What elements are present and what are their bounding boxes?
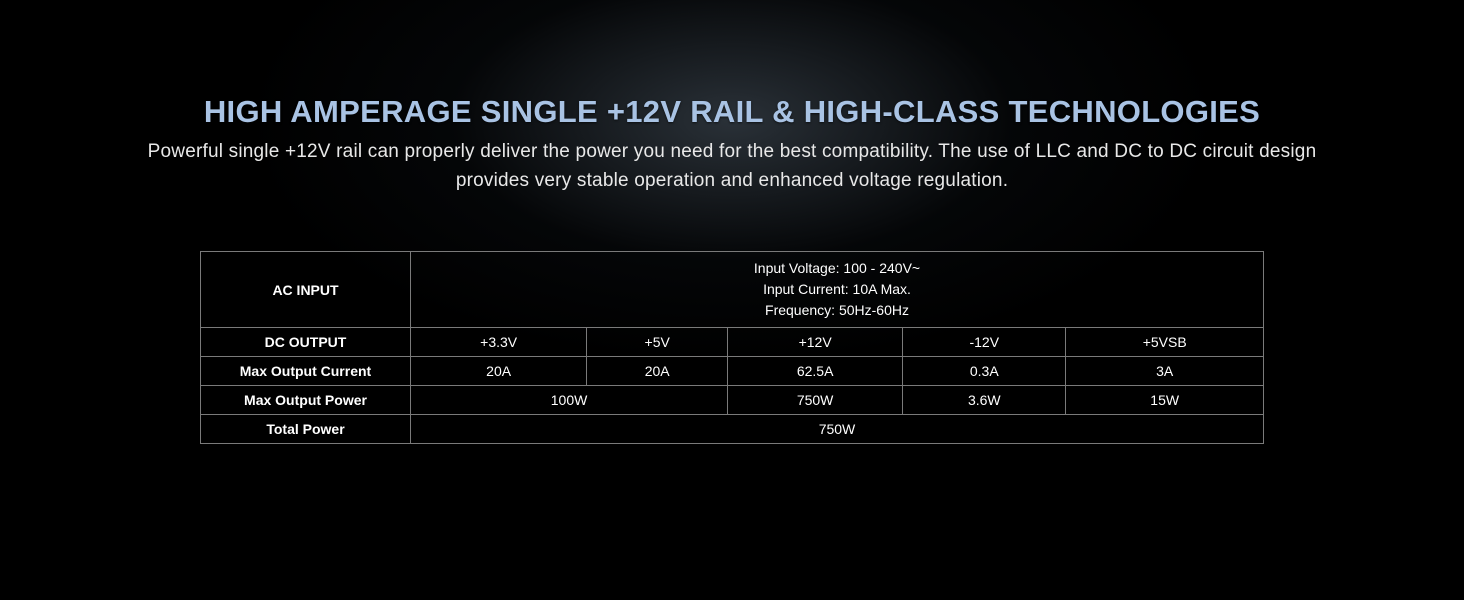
table-cell: 0.3A [903, 357, 1066, 386]
table-cell: 3A [1066, 357, 1264, 386]
table-row: Max Output Power 100W 750W 3.6W 15W [201, 386, 1264, 415]
row-label-total-power: Total Power [201, 415, 411, 444]
spec-table: AC INPUT Input Voltage: 100 - 240V~ Inpu… [200, 251, 1264, 444]
table-cell: -12V [903, 328, 1066, 357]
row-label-max-power: Max Output Power [201, 386, 411, 415]
table-cell: 100W [411, 386, 728, 415]
row-label-max-current: Max Output Current [201, 357, 411, 386]
table-cell: +12V [728, 328, 903, 357]
row-label-ac-input: AC INPUT [201, 252, 411, 328]
table-cell: 15W [1066, 386, 1264, 415]
table-cell: +5V [587, 328, 728, 357]
ac-input-line: Input Voltage: 100 - 240V~ [421, 258, 1253, 279]
ac-input-line: Input Current: 10A Max. [421, 279, 1253, 300]
page-heading: HIGH AMPERAGE SINGLE +12V RAIL & HIGH-CL… [204, 94, 1260, 130]
table-cell: 750W [728, 386, 903, 415]
page-subheading: Powerful single +12V rail can properly d… [132, 138, 1332, 195]
table-cell: +5VSB [1066, 328, 1264, 357]
table-cell: 20A [587, 357, 728, 386]
table-row: Max Output Current 20A 20A 62.5A 0.3A 3A [201, 357, 1264, 386]
table-row: DC OUTPUT +3.3V +5V +12V -12V +5VSB [201, 328, 1264, 357]
table-row: AC INPUT Input Voltage: 100 - 240V~ Inpu… [201, 252, 1264, 328]
table-cell: +3.3V [411, 328, 587, 357]
table-cell: 62.5A [728, 357, 903, 386]
table-cell: 750W [411, 415, 1264, 444]
ac-input-line: Frequency: 50Hz-60Hz [421, 300, 1253, 321]
table-cell: 20A [411, 357, 587, 386]
table-row: Total Power 750W [201, 415, 1264, 444]
table-cell: 3.6W [903, 386, 1066, 415]
ac-input-details: Input Voltage: 100 - 240V~ Input Current… [411, 252, 1264, 328]
row-label-dc-output: DC OUTPUT [201, 328, 411, 357]
